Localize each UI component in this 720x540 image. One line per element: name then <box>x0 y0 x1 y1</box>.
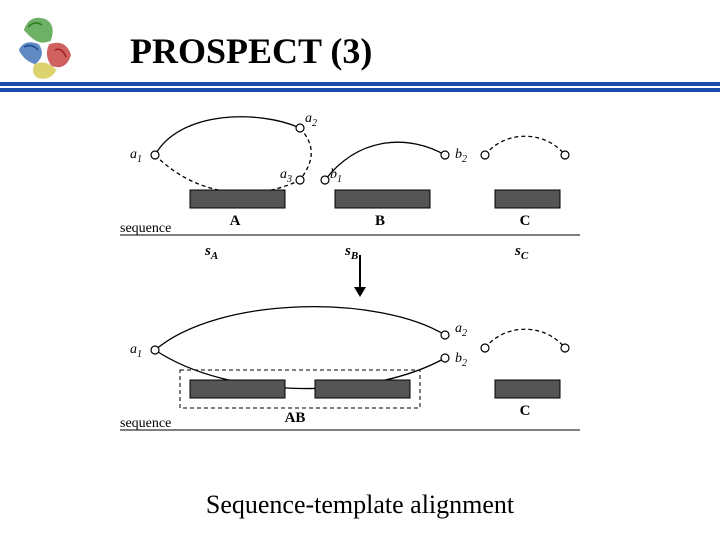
svg-text:a3: a3 <box>280 167 292 185</box>
protein-logo <box>10 5 95 90</box>
svg-text:B: B <box>375 213 385 229</box>
svg-text:b2: b2 <box>455 351 467 369</box>
slide-header: PROSPECT (3) <box>0 20 720 90</box>
svg-text:b2: b2 <box>455 147 467 165</box>
svg-text:b1: b1 <box>330 167 342 185</box>
svg-text:sequence: sequence <box>120 221 171 236</box>
svg-text:a1: a1 <box>130 147 142 165</box>
title-divider <box>0 82 720 94</box>
svg-text:a2: a2 <box>455 321 467 339</box>
svg-text:sC: sC <box>514 243 529 262</box>
svg-text:C: C <box>520 213 531 229</box>
svg-text:sA: sA <box>204 243 218 262</box>
slide-title: PROSPECT (3) <box>130 30 372 72</box>
svg-text:a1: a1 <box>130 342 142 360</box>
svg-text:C: C <box>520 403 531 419</box>
svg-text:a2: a2 <box>305 111 317 129</box>
svg-text:sequence: sequence <box>120 416 171 431</box>
alignment-diagram: ABCa1a2a3b1b2sequencesAsBsCCa1a2b2ABsequ… <box>100 100 620 470</box>
svg-text:A: A <box>230 213 241 229</box>
slide-caption: Sequence-template alignment <box>0 490 720 520</box>
svg-text:sB: sB <box>344 243 358 262</box>
svg-text:AB: AB <box>285 410 306 426</box>
